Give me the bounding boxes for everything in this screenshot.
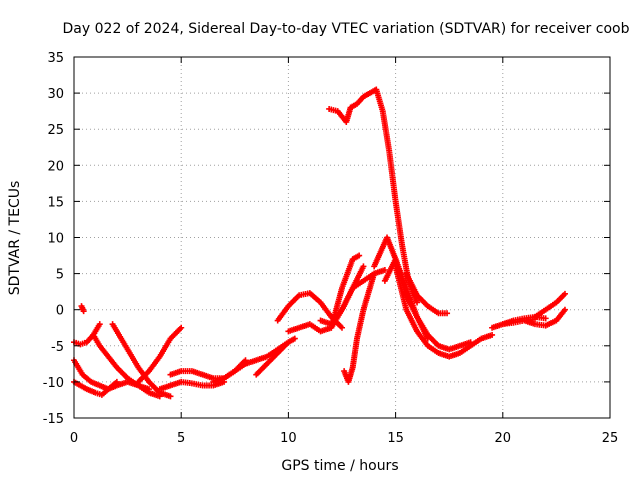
y-tick-label: 0 — [56, 304, 64, 319]
data-point — [291, 335, 298, 342]
data-point — [542, 315, 549, 322]
series-arc-20 — [392, 263, 496, 360]
y-tick-label: 25 — [47, 123, 64, 138]
x-tick-label: 0 — [70, 431, 78, 446]
axis-ticks: 0 5 10 15 20 25 -15 -10 -5 0 5 10 15 20 25 30 35 — [43, 51, 619, 446]
y-tick-label: 10 — [47, 232, 64, 247]
data-point — [360, 263, 367, 270]
x-tick-label: 15 — [387, 431, 404, 446]
y-tick-label: 20 — [47, 159, 64, 174]
y-tick-label: -10 — [43, 376, 64, 391]
series-arc-16 — [341, 266, 388, 385]
data-point — [489, 331, 496, 338]
data-point — [80, 308, 87, 315]
data-point — [356, 252, 363, 259]
x-tick-label: 20 — [495, 431, 512, 446]
series-arc-21 — [403, 270, 451, 317]
data-point — [339, 324, 345, 331]
y-tick-label: 30 — [47, 87, 64, 102]
x-tick-label: 25 — [602, 431, 619, 446]
y-tick-label: -5 — [51, 340, 64, 355]
data-point — [561, 306, 568, 313]
series-arc-4 — [78, 303, 87, 315]
data-point — [96, 321, 103, 328]
data-point — [444, 310, 451, 317]
data-point — [381, 266, 388, 273]
x-axis-title: GPS time / hours — [281, 458, 398, 474]
data-point — [414, 299, 421, 306]
y-tick-label: 35 — [47, 51, 64, 66]
series-arc-11 — [210, 339, 292, 385]
y-tick-label: 5 — [56, 268, 64, 283]
series-arc-19 — [381, 256, 474, 353]
data-point — [561, 290, 568, 297]
y-tick-label: -15 — [43, 412, 64, 427]
chart-title: Day 022 of 2024, Sidereal Day-to-day VTE… — [63, 21, 630, 37]
y-tick-label: 15 — [47, 195, 64, 210]
x-tick-label: 10 — [280, 431, 297, 446]
data-point — [146, 386, 153, 393]
series-arc-25 — [499, 316, 538, 328]
data-point — [167, 393, 174, 400]
data-point — [113, 378, 120, 385]
data-marks — [71, 86, 568, 400]
x-tick-label: 5 — [177, 431, 185, 446]
data-point — [285, 339, 292, 346]
data-point — [178, 324, 185, 331]
y-axis-title: SDTVAR / TECUs — [7, 181, 23, 296]
series-arc-2 — [71, 378, 120, 398]
series-arc-15 — [328, 252, 363, 331]
series-arc-7 — [135, 324, 185, 385]
data-point — [531, 316, 538, 323]
